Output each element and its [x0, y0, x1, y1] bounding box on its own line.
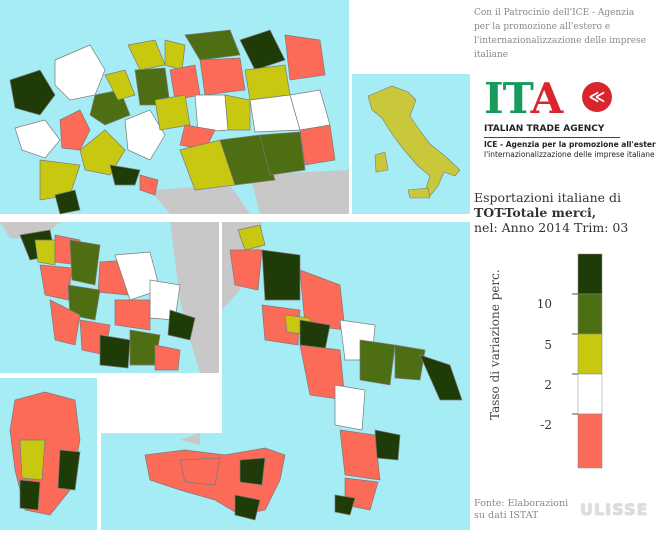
ita-letter-t: T — [502, 74, 532, 123]
legend-swatch — [577, 333, 603, 375]
legend-color-bar — [572, 253, 603, 469]
legend-swatch — [577, 413, 603, 469]
source-line2: su dati ISTAT — [474, 510, 539, 521]
ita-agency-name: ITALIAN TRADE AGENCY — [484, 124, 605, 134]
panel-center — [0, 222, 219, 373]
ulisse-watermark-logo: ULISSE — [580, 500, 649, 519]
ita-logo-letters: ITA — [484, 74, 564, 123]
legend-swatch — [577, 373, 603, 415]
ita-divider — [484, 137, 620, 138]
ita-logo: ITA ≪ ITALIAN TRADE AGENCY ICE - Agenzia… — [484, 74, 656, 166]
ita-logo-arrow-icon: ≪ — [582, 82, 612, 112]
panel-sardinia — [0, 378, 97, 530]
title-line1: Esportazioni italiane di — [474, 190, 621, 205]
source-line1: Fonte: Elaborazioni — [474, 498, 569, 509]
panel-north — [0, 0, 349, 215]
ita-letter-i: I — [484, 74, 504, 123]
legend-swatch — [577, 293, 603, 335]
map-title: Esportazioni italiane di TOT-Totale merc… — [474, 190, 654, 235]
title-line3: nel: Anno 2014 Trim: 03 — [474, 220, 629, 235]
legend-tick: 5 — [544, 338, 552, 352]
legend-tick: -2 — [540, 418, 552, 432]
ita-desc-line1: ICE - Agenzia per la promozione all'este… — [484, 140, 656, 149]
source-note: Fonte: Elaborazioni su dati ISTAT — [474, 498, 568, 522]
sponsor-text: Con il Patrocinio dell'ICE - Agenzia per… — [474, 8, 647, 60]
map-area — [0, 0, 470, 530]
legend-tick: 2 — [544, 378, 552, 392]
legend-swatch — [577, 253, 603, 295]
legend-tick: 10 — [536, 297, 552, 311]
ita-letter-a: A — [530, 74, 564, 123]
panel-italy-inset — [352, 74, 470, 214]
title-line2: TOT-Totale merci, — [474, 205, 597, 220]
ita-desc-line2: l'internazionalizzazione delle imprese i… — [484, 150, 655, 159]
legend: Tasso di variazione perc. 10 5 2 -2 — [480, 248, 650, 488]
panel-sicily — [101, 433, 305, 530]
